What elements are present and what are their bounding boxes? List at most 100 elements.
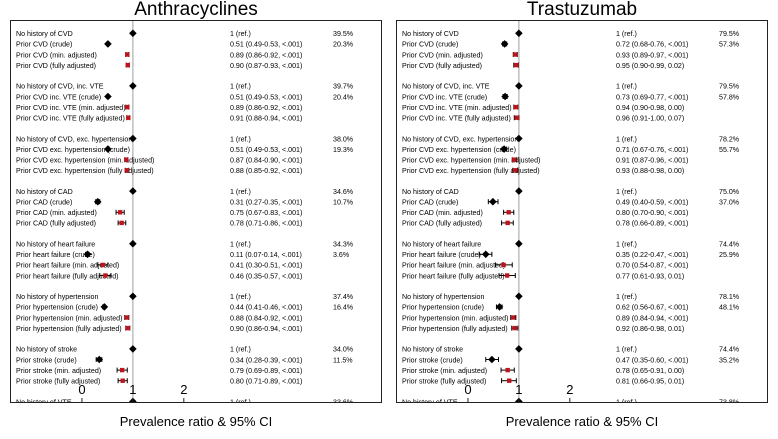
row-label: Prior CAD (min. adjusted) <box>402 209 483 217</box>
prevalence-percent: 74.4% <box>719 346 740 354</box>
x-tick-label: 0 <box>464 382 471 397</box>
ci-text: 1 (ref.) <box>616 83 637 91</box>
ci-text: 0.46 (0.35-0.57, <.001) <box>230 272 302 280</box>
prevalence-percent: 25.9% <box>719 251 740 259</box>
prevalence-percent: 34.3% <box>333 241 354 249</box>
point-estimate-square <box>513 52 518 57</box>
row-label: Prior heart failure (min. adjusted) <box>16 262 119 270</box>
reference-diamond <box>129 292 137 301</box>
ci-text: 0.51 (0.49-0.53, <.001) <box>230 41 302 49</box>
ci-text: 0.91 (0.88-0.94, <.001) <box>230 115 302 123</box>
trastuzumab-panel: Trastuzumab No history of CVD 1 (ref.) 79.… <box>396 0 768 439</box>
point-estimate-diamond <box>104 145 112 153</box>
reference-diamond <box>129 82 137 90</box>
point-estimate-square <box>100 262 106 268</box>
prevalence-percent: 78.1% <box>719 293 740 301</box>
ci-text: 0.75 (0.67-0.83, <.001) <box>230 209 302 217</box>
point-estimate-square <box>125 104 130 110</box>
row-label: No history of CVD, inc. VTE <box>402 83 490 91</box>
row-label: Prior stroke (min. adjusted) <box>402 367 487 375</box>
row-label: Prior heart failure (min. adjusted) <box>402 262 505 270</box>
reference-diamond <box>515 187 523 195</box>
row-label: Prior CVD (crude) <box>402 41 458 49</box>
anthracyclines-panel: Anthracyclines No history of CVD 1 (ref.)… <box>10 0 382 439</box>
ci-text: 0.44 (0.41-0.46, <.001) <box>230 304 302 312</box>
reference-diamond <box>515 82 523 90</box>
prevalence-percent: 37.0% <box>719 199 740 207</box>
ci-text: 1 (ref.) <box>616 398 637 402</box>
ci-text: 1 (ref.) <box>616 188 637 196</box>
reference-diamond <box>129 345 137 353</box>
prevalence-percent: 10.7% <box>333 199 354 207</box>
ci-text: 0.87 (0.84-0.90, <.001) <box>230 157 302 165</box>
row-label: Prior CVD (min. adjusted) <box>402 51 483 59</box>
point-estimate-diamond <box>501 92 509 101</box>
row-label: No history of CVD, exc. hypertension <box>16 135 132 143</box>
point-estimate-diamond <box>488 355 496 364</box>
reference-diamond <box>129 29 137 38</box>
point-estimate-square <box>501 262 506 268</box>
point-estimate-square <box>125 52 130 57</box>
row-label: Prior CVD (fully adjusted) <box>16 62 96 70</box>
ci-text: 0.35 (0.22-0.47, <.001) <box>616 251 688 259</box>
row-label: Prior heart failure (crude) <box>402 251 481 259</box>
ci-text: 0.73 (0.69-0.77, <.001) <box>616 93 688 101</box>
row-label: Prior CAD (min. adjusted) <box>16 209 97 217</box>
row-label: Prior CVD exc. hypertension (crude) <box>16 146 130 154</box>
prevalence-percent: 38.0% <box>333 135 354 143</box>
prevalence-percent: 79.5% <box>719 83 740 91</box>
ci-text: 1 (ref.) <box>616 135 637 143</box>
prevalence-percent: 33.6% <box>333 398 354 402</box>
ci-text: 1 (ref.) <box>230 135 251 143</box>
point-estimate-square <box>512 325 517 331</box>
ci-text: 0.80 (0.70-0.90, <.001) <box>616 209 688 217</box>
row-label: Prior CVD (min. adjusted) <box>16 51 97 59</box>
x-tick-label: 0 <box>78 382 85 397</box>
reference-diamond <box>129 239 137 248</box>
ci-text: 0.77 (0.61-0.93, 0.01) <box>616 272 684 280</box>
point-estimate-square <box>505 367 510 373</box>
row-label: Prior hypertension (min. adjusted) <box>16 314 122 322</box>
row-label: Prior CVD exc. hypertension (min. adjust… <box>402 157 540 165</box>
point-estimate-square <box>513 168 518 173</box>
row-label: Prior hypertension (min. adjusted) <box>402 314 508 322</box>
reference-diamond <box>515 345 523 353</box>
ci-text: 0.93 (0.88-0.98, 0.00) <box>616 167 684 175</box>
ci-text: 0.92 (0.86-0.98, 0.01) <box>616 325 684 333</box>
point-estimate-square <box>513 104 519 110</box>
row-label: No history of VTE <box>16 398 72 402</box>
ci-text: 1 (ref.) <box>230 30 251 38</box>
prevalence-percent: 20.4% <box>333 93 354 101</box>
ci-text: 0.96 (0.91-1.00, 0.07) <box>616 115 684 123</box>
ci-text: 0.51 (0.49-0.53, <.001) <box>230 146 302 154</box>
ci-text: 0.49 (0.40-0.59, <.001) <box>616 199 688 207</box>
row-label: Prior CVD inc. VTE (crude) <box>16 93 101 101</box>
x-tick-label: 2 <box>180 382 187 397</box>
point-estimate-square <box>120 378 125 383</box>
row-label: Prior stroke (min. adjusted) <box>16 367 101 375</box>
point-estimate-square <box>119 220 124 226</box>
prevalence-percent: 3.6% <box>333 251 350 259</box>
ci-text: 0.80 (0.71-0.89, <.001) <box>230 378 302 386</box>
point-estimate-square <box>506 210 511 215</box>
point-estimate-square <box>506 378 512 383</box>
row-label: No history of CVD <box>16 30 73 38</box>
row-label: No history of VTE <box>402 398 458 402</box>
prevalence-percent: 20.3% <box>333 41 354 49</box>
row-label: No history of heart failure <box>16 241 95 249</box>
row-label: Prior CVD exc. hypertension (crude) <box>402 146 516 154</box>
reference-diamond <box>515 239 523 248</box>
prevalence-percent: 34.0% <box>333 346 354 354</box>
ci-text: 1 (ref.) <box>230 293 251 301</box>
point-estimate-diamond <box>104 40 112 48</box>
prevalence-percent: 48.1% <box>719 304 740 312</box>
reference-diamond <box>129 187 137 195</box>
point-estimate-square <box>125 62 130 68</box>
point-estimate-square <box>103 273 108 278</box>
row-label: No history of hypertension <box>16 293 98 301</box>
row-label: No history of stroke <box>16 346 77 354</box>
ci-text: 0.89 (0.84-0.94, <.001) <box>616 314 688 322</box>
prevalence-percent: 73.8% <box>719 398 740 402</box>
point-estimate-diamond <box>93 197 102 206</box>
prevalence-percent: 78.2% <box>719 135 740 143</box>
